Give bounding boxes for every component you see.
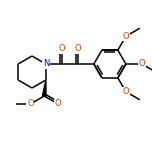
Text: O: O	[74, 44, 81, 53]
Text: O: O	[59, 44, 65, 53]
Text: O: O	[123, 87, 129, 96]
Text: O: O	[27, 100, 34, 109]
Text: O: O	[123, 32, 129, 41]
Polygon shape	[42, 80, 46, 96]
Text: N: N	[43, 59, 49, 69]
Text: O: O	[138, 59, 145, 69]
Text: O: O	[55, 100, 61, 109]
